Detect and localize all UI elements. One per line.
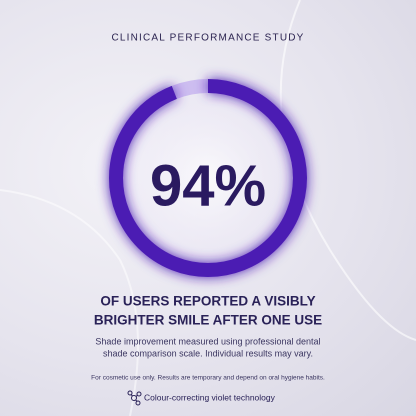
- glass-curve: [0, 189, 139, 416]
- glass-curve: [279, 0, 416, 341]
- ring-inner: [124, 94, 292, 262]
- stat-label: 94%: [150, 153, 266, 218]
- title: CLINICAL PERFORMANCE STUDY: [111, 33, 304, 44]
- body-text: Shade improvement measured using profess…: [95, 336, 320, 346]
- disclaimer: For cosmetic use only. Results are tempo…: [91, 375, 325, 382]
- molecule-icon: [127, 390, 142, 406]
- headline: OF USERS REPORTED A VISIBLY: [100, 294, 315, 309]
- feature: Colour-correcting violet technology: [144, 392, 276, 402]
- ring-progress: [109, 79, 307, 277]
- body-text: shade comparison scale. Individual resul…: [103, 348, 313, 358]
- headline: BRIGHTER SMILE AFTER ONE USE: [94, 313, 322, 328]
